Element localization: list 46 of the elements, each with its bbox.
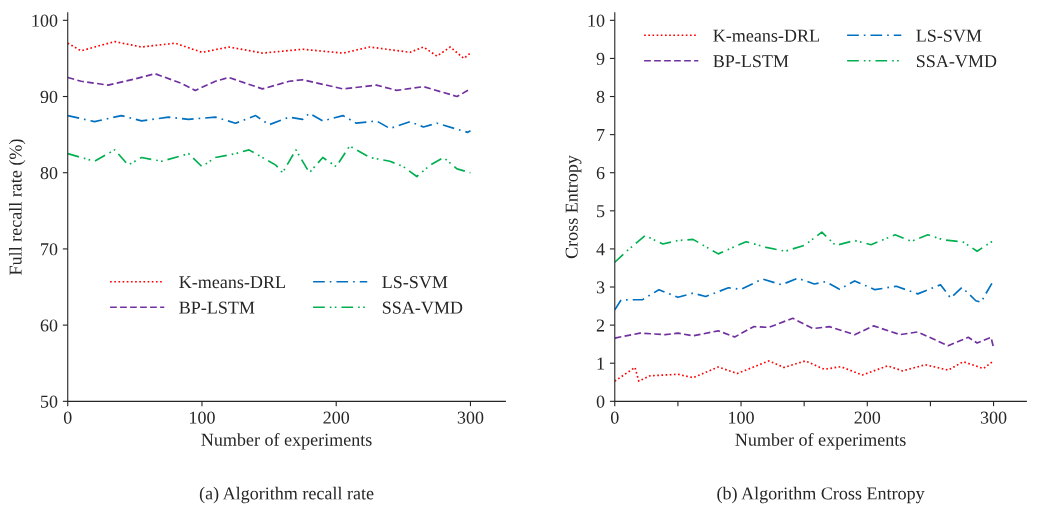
x-tick-label: 300 xyxy=(980,411,1007,424)
legend-label: SSA-VMD xyxy=(916,55,997,68)
legend-label: LS-SVM xyxy=(382,276,448,289)
line-series xyxy=(67,145,472,178)
x-tick-label: 100 xyxy=(729,411,754,424)
y-tick-label: 1 xyxy=(597,357,604,370)
y-tick-label: 6 xyxy=(596,167,605,180)
x-axis-title: Number of experiments xyxy=(201,432,372,450)
x-axis-title: Number of experiments xyxy=(735,432,906,450)
x-tick-label: 200 xyxy=(323,411,350,424)
line-series xyxy=(67,112,472,134)
line-series xyxy=(614,231,995,264)
y-tick-label: 2 xyxy=(596,319,605,332)
y-tick-label: 70 xyxy=(41,243,58,256)
legend-label: BP-LSTM xyxy=(179,301,255,314)
y-tick-label: 5 xyxy=(597,205,605,218)
y-tick-label: 80 xyxy=(40,166,58,180)
x-tick-label: 0 xyxy=(63,411,72,424)
y-tick-label: 50 xyxy=(41,395,58,408)
y-tick-label: 10 xyxy=(588,14,605,27)
text: (b) Algorithm Cross Entropy xyxy=(717,486,925,504)
y-tick-label: 100 xyxy=(32,14,58,27)
legend-label: K-means-DRL xyxy=(713,29,819,42)
y-tick-label: 9 xyxy=(596,52,605,65)
x-tick-label: 0 xyxy=(610,411,619,424)
y-axis-title: Full recall rate (%) xyxy=(8,139,26,275)
y-tick-label: 7 xyxy=(597,129,605,141)
line-series xyxy=(614,277,995,311)
line-series xyxy=(67,40,472,60)
x-tick-label: 200 xyxy=(854,411,881,424)
legend-label: K-means-DRL xyxy=(179,276,285,289)
y-tick-label: 8 xyxy=(596,90,605,103)
legend-label: BP-LSTM xyxy=(713,55,789,68)
x-tick-label: 100 xyxy=(190,411,215,424)
y-tick-label: 90 xyxy=(40,90,58,103)
x-tick-label: 300 xyxy=(457,411,484,424)
y-tick-label: 60 xyxy=(40,319,58,332)
legend-label: SSA-VMD xyxy=(382,301,463,314)
y-tick-label: 4 xyxy=(596,243,605,256)
line-series xyxy=(614,360,995,382)
text: (a) Algorithm recall rate xyxy=(199,486,374,504)
y-tick-label: 0 xyxy=(596,395,605,408)
line-series xyxy=(614,317,995,349)
legend-label: LS-SVM xyxy=(916,29,982,42)
y-tick-label: 3 xyxy=(596,281,605,294)
y-axis-title: Cross Entropy xyxy=(565,155,582,259)
